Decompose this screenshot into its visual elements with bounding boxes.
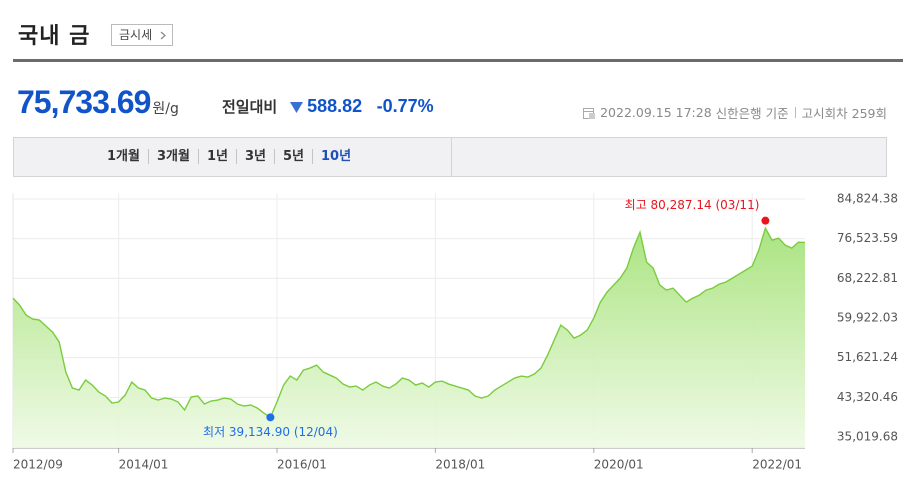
source: 신한은행 기준 bbox=[715, 106, 789, 121]
annotation-label: 최저 39,134.90 (12/04) bbox=[203, 425, 338, 439]
annotation-label: 최고 80,287.14 (03/11) bbox=[625, 198, 760, 212]
tab-list: 1개월 3개월 1년 3년 5년 10년 bbox=[99, 149, 359, 164]
period-tab[interactable]: 5년 bbox=[273, 149, 312, 164]
quote-info: 2022.09.15 17:28 신한은행 기준 고시회차 259회 bbox=[583, 103, 887, 122]
area-fill bbox=[13, 228, 805, 448]
y-tick-label: 43,320.46 bbox=[837, 390, 898, 404]
x-tick-label: 2020/01 bbox=[594, 458, 644, 472]
x-tick-label: 2014/01 bbox=[119, 458, 169, 472]
y-tick-label: 51,621.24 bbox=[837, 350, 898, 364]
x-tick-label: 2018/01 bbox=[435, 458, 485, 472]
annotation-dot bbox=[761, 216, 770, 225]
price-button[interactable]: 금시세 bbox=[111, 24, 174, 46]
price-line bbox=[12, 226, 806, 419]
down-arrow bbox=[289, 102, 303, 113]
price-unit: 원/g bbox=[152, 101, 179, 117]
change-label: 전일대비 bbox=[222, 99, 278, 116]
x-tick-label: 2016/01 bbox=[277, 458, 327, 472]
period-tabs: 1개월 3개월 1년 3년 5년 10년 bbox=[13, 137, 887, 177]
x-tick-label: 2012/09 bbox=[13, 458, 63, 472]
change-percent: -0.77% bbox=[376, 96, 434, 116]
x-tick-label: 2022/01 bbox=[752, 458, 802, 472]
y-tick-label: 68,222.81 bbox=[837, 271, 898, 285]
header-rule bbox=[13, 59, 903, 62]
price: 75,733.69 bbox=[17, 84, 151, 120]
period-tab[interactable]: 1개월 bbox=[107, 149, 140, 164]
calendar-icon bbox=[583, 107, 596, 119]
period-tab[interactable]: 1년 bbox=[197, 149, 236, 164]
annotation-dot bbox=[266, 413, 275, 422]
separator bbox=[794, 107, 796, 118]
price-row: 75,733.69 원/g bbox=[17, 84, 179, 121]
y-tick-label: 76,523.59 bbox=[837, 231, 898, 245]
period-tab[interactable]: 10년 bbox=[311, 149, 359, 164]
button-label: 금시세 bbox=[119, 28, 153, 42]
round: 고시회차 259회 bbox=[801, 106, 887, 121]
page-title: 국내 금 bbox=[18, 24, 91, 49]
period-tab[interactable]: 3년 bbox=[235, 149, 274, 164]
change-value: 588.82 bbox=[307, 96, 363, 116]
chevron-icon bbox=[160, 31, 167, 40]
change-row: 전일대비 588.82 -0.77% bbox=[222, 96, 434, 117]
y-tick-label: 84,824.38 bbox=[837, 192, 898, 206]
y-tick-label: 35,019.68 bbox=[837, 430, 898, 444]
y-tick-label: 59,922.03 bbox=[837, 311, 898, 325]
timestamp: 2022.09.15 17:28 bbox=[600, 105, 712, 120]
tab-divider bbox=[451, 138, 452, 176]
period-tab[interactable]: 3개월 bbox=[147, 149, 198, 164]
